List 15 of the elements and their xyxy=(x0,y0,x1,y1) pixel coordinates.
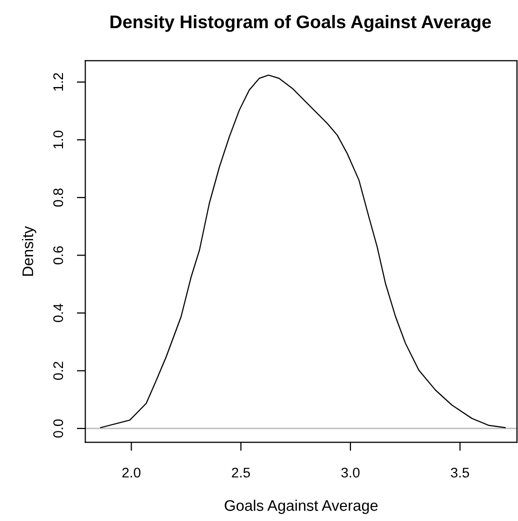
x-tick-label: 3.5 xyxy=(450,468,470,478)
y-tick-label: 1.0 xyxy=(53,130,64,148)
y-tick-label: 0.4 xyxy=(53,304,64,322)
chart-title: Density Histogram of Goals Against Average xyxy=(110,14,491,32)
y-tick-label: 0.6 xyxy=(53,246,64,264)
line-series xyxy=(100,74,506,428)
y-tick-label: 0.2 xyxy=(53,362,64,380)
y-tick-label: 0.0 xyxy=(53,419,64,438)
y-axis-title: Density xyxy=(22,226,36,276)
y-tick-label: 1.2 xyxy=(53,73,63,91)
x-axis-title: Goals Against Average xyxy=(224,500,378,514)
x-tick-label: 2.0 xyxy=(122,468,140,478)
x-tick-label: 2.5 xyxy=(232,468,250,478)
x-tick-label: 3.0 xyxy=(341,468,360,478)
y-tick-label: 0.8 xyxy=(53,188,64,207)
